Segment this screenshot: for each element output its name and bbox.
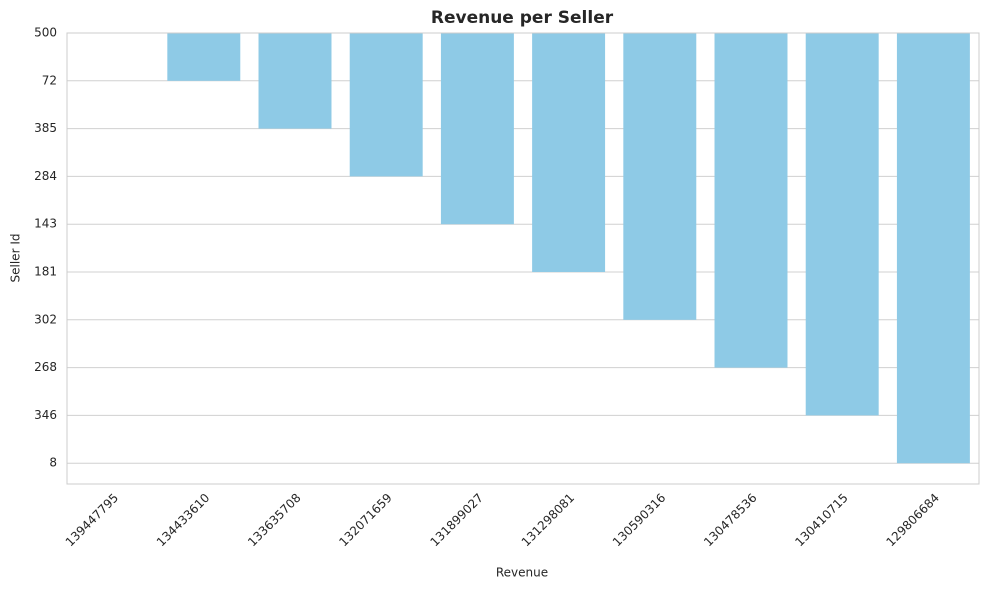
x-tick-label: 134433610 bbox=[154, 491, 212, 549]
x-tick-label: 131899027 bbox=[428, 491, 486, 549]
bar bbox=[896, 33, 970, 464]
y-tick-label: 302 bbox=[34, 312, 57, 326]
y-tick-label: 500 bbox=[34, 26, 57, 40]
y-axis-label: Seller Id bbox=[9, 234, 23, 283]
x-tick-label: 131298081 bbox=[519, 491, 577, 549]
x-tick-label: 139447795 bbox=[63, 491, 121, 549]
bar bbox=[714, 33, 788, 368]
bar bbox=[440, 33, 514, 225]
bar bbox=[349, 33, 423, 177]
x-tick-label: 130410715 bbox=[792, 491, 850, 549]
y-tick-label: 268 bbox=[34, 360, 57, 374]
y-tick-label: 8 bbox=[49, 456, 57, 470]
bar bbox=[167, 33, 241, 81]
y-tick-label: 72 bbox=[42, 73, 57, 87]
plot-frame bbox=[66, 32, 980, 485]
y-tick-label: 143 bbox=[34, 217, 57, 231]
x-tick-label: 132071659 bbox=[336, 491, 394, 549]
x-tick-label: 129806684 bbox=[884, 491, 942, 549]
y-tick-label: 284 bbox=[34, 169, 57, 183]
x-tick-label: 130478536 bbox=[701, 491, 759, 549]
bar bbox=[623, 33, 697, 320]
y-tick-label: 181 bbox=[34, 265, 57, 279]
x-tick-label: 133635708 bbox=[245, 491, 303, 549]
bar bbox=[258, 33, 332, 129]
y-tick-label: 346 bbox=[34, 408, 57, 422]
chart-title: Revenue per Seller bbox=[431, 8, 614, 28]
x-axis-label: Revenue bbox=[496, 566, 548, 580]
bar bbox=[805, 33, 879, 416]
bar bbox=[532, 33, 606, 272]
y-tick-label: 385 bbox=[34, 121, 57, 135]
x-tick-label: 130590316 bbox=[610, 491, 668, 549]
